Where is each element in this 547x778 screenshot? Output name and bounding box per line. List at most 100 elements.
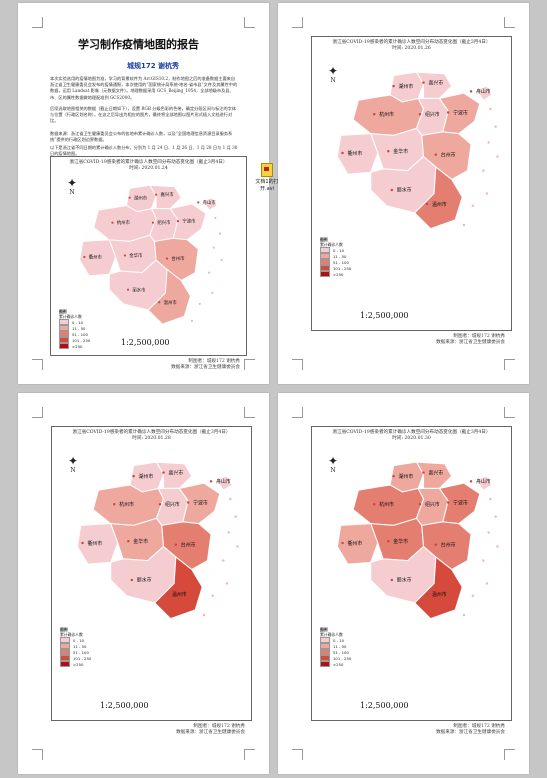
region-舟山市 xyxy=(214,475,233,491)
city-label: 衢州市 xyxy=(347,150,362,157)
crop-mark xyxy=(504,749,515,760)
city-label: 温州市 xyxy=(163,299,177,306)
map-legend: 图例 累计确诊人数 0 - 10 11 - 50 51 - 100 101 - 250 >2… xyxy=(320,627,351,668)
city-label: 衢州市 xyxy=(87,540,102,547)
city-label: 金华市 xyxy=(393,148,408,155)
island-shape xyxy=(495,155,499,158)
legend-label: 101 - 250 xyxy=(73,655,92,661)
legend-label: 11 - 50 xyxy=(73,643,87,649)
city-label: 台州市 xyxy=(440,542,455,549)
map-maker: 制图者：城规172 谢杭秀 xyxy=(453,724,505,729)
island-shape xyxy=(488,107,492,111)
map-source: 数据来源：浙江省卫生健康委员会 xyxy=(171,365,240,371)
island-shape xyxy=(207,271,210,274)
city-marker xyxy=(340,541,344,545)
legend-item: >250 xyxy=(59,343,90,350)
legend-subtitle: 累计确诊人数 xyxy=(60,632,83,638)
map-time: 时间: 2020.01.26 xyxy=(392,46,431,51)
legend-swatch xyxy=(320,661,330,668)
city-marker xyxy=(425,592,428,596)
legend-swatch xyxy=(60,649,70,656)
crop-mark xyxy=(292,749,303,760)
legend-label: 51 - 100 xyxy=(73,649,89,655)
embedded-attachment[interactable]: 文档1的打开.avi xyxy=(250,163,284,192)
legend-subtitle: 累计确诊人数 xyxy=(59,314,82,320)
legend-swatch xyxy=(320,655,330,662)
attachment-label: 文档1的打开.avi xyxy=(255,179,279,192)
legend-item: 101 - 250 xyxy=(320,655,351,662)
crop-mark xyxy=(244,407,255,418)
region-舟山市 xyxy=(474,85,493,101)
map-credits: 制图者：城规172 谢杭秀 数据来源：浙江省卫生健康委员会 xyxy=(171,359,240,371)
north-arrow-icon: ✦ N xyxy=(66,176,78,196)
city-marker xyxy=(196,201,199,204)
city-marker xyxy=(130,578,133,582)
island-shape xyxy=(226,531,230,534)
legend-label: 0 - 10 xyxy=(333,637,345,643)
crop-mark xyxy=(504,359,515,370)
crop-mark xyxy=(504,407,515,418)
city-label: 舟山市 xyxy=(216,478,231,485)
map-figure: 浙江省COVID-19感染者的累计确诊人数空间分布动态变化图（截止3月4日） 时间… xyxy=(51,426,252,735)
city-marker xyxy=(391,84,395,88)
region-温州市 xyxy=(413,556,463,620)
map-legend: 图例 累计确诊人数 0 - 10 11 - 50 51 - 100 101 - 250 >2… xyxy=(59,309,91,350)
city-label: 衢州市 xyxy=(347,540,362,547)
map-figure: 浙江省COVID-19感染者的累计确诊人数空间分布动态变化图（截止3月4日） 时间… xyxy=(311,426,512,735)
island-shape xyxy=(211,594,214,598)
map-legend: 图例 累计确诊人数 0 - 10 11 - 50 51 - 100 101 - 250 >2… xyxy=(60,627,92,668)
legend-swatch xyxy=(320,271,330,278)
map-credits: 制图者：城规172 谢杭秀 数据来源：浙江省卫生健康委员会 xyxy=(436,724,505,736)
city-label: 宁波市 xyxy=(182,218,196,225)
city-label: 嘉兴市 xyxy=(428,469,443,476)
region-宁波市 xyxy=(437,92,480,135)
region-宁波市 xyxy=(168,203,207,241)
city-label: 绍兴市 xyxy=(164,501,179,508)
legend-label: 51 - 100 xyxy=(333,649,349,655)
city-label: 杭州市 xyxy=(119,501,134,508)
map-figure: 浙江省COVID-19感染者的累计确诊人数空间分布动态变化图（截止3月4日） 时间… xyxy=(311,36,512,345)
city-label: 嘉兴市 xyxy=(168,469,183,476)
crop-mark xyxy=(244,17,255,28)
city-marker xyxy=(434,153,437,156)
legend-label: 101 - 250 xyxy=(72,337,91,343)
island-shape xyxy=(218,232,221,235)
legend-label: 51 - 100 xyxy=(333,259,349,265)
legend-label: >250 xyxy=(333,661,344,667)
north-arrow-icon: ✦ N xyxy=(327,454,339,474)
legend-swatch xyxy=(320,265,330,272)
legend-subtitle: 累计确诊人数 xyxy=(320,242,343,248)
region-舟山市 xyxy=(474,475,493,491)
legend-swatch xyxy=(60,643,70,650)
city-marker xyxy=(390,188,393,192)
map-credits: 制图者：城规172 谢杭秀 数据来源：浙江省卫生健康委员会 xyxy=(176,724,245,736)
map-legend: 图例 累计确诊人数 0 - 10 11 - 50 51 - 100 101 - 250 >2… xyxy=(320,237,351,278)
city-marker xyxy=(110,221,114,224)
city-label: 金华市 xyxy=(393,538,408,545)
city-marker xyxy=(386,150,390,153)
island-shape xyxy=(202,613,205,617)
island-shape xyxy=(220,259,223,262)
city-marker xyxy=(469,480,472,483)
page-1: 学习制作疫情地图的报告 城规172 谢杭秀 本次实验选用的疫情地图为准，学习的背… xyxy=(18,3,279,384)
north-arrow-icon: ✦ N xyxy=(327,64,339,84)
city-label: 舟山市 xyxy=(202,199,216,206)
city-label: 绍兴市 xyxy=(424,501,439,508)
map-source: 数据来源：浙江省卫生健康委员会 xyxy=(436,340,505,346)
city-label: 杭州市 xyxy=(379,111,394,118)
map-figure: 浙江省COVID-19感染者的累计确诊人数空间分布动态变化图（截止3月4日） 时间… xyxy=(50,156,247,370)
region-宁波市 xyxy=(437,482,480,525)
legend-item: 101 - 250 xyxy=(60,655,92,662)
legend-item: 0 - 10 xyxy=(59,319,90,326)
island-shape xyxy=(471,204,474,208)
legend-item: 11 - 50 xyxy=(320,253,351,260)
island-shape xyxy=(210,291,213,294)
legend-item: 11 - 50 xyxy=(59,325,90,332)
island-shape xyxy=(485,582,488,585)
city-marker xyxy=(421,471,425,474)
city-marker xyxy=(154,193,157,196)
map-source: 数据来源：浙江省卫生健康委员会 xyxy=(176,730,245,736)
